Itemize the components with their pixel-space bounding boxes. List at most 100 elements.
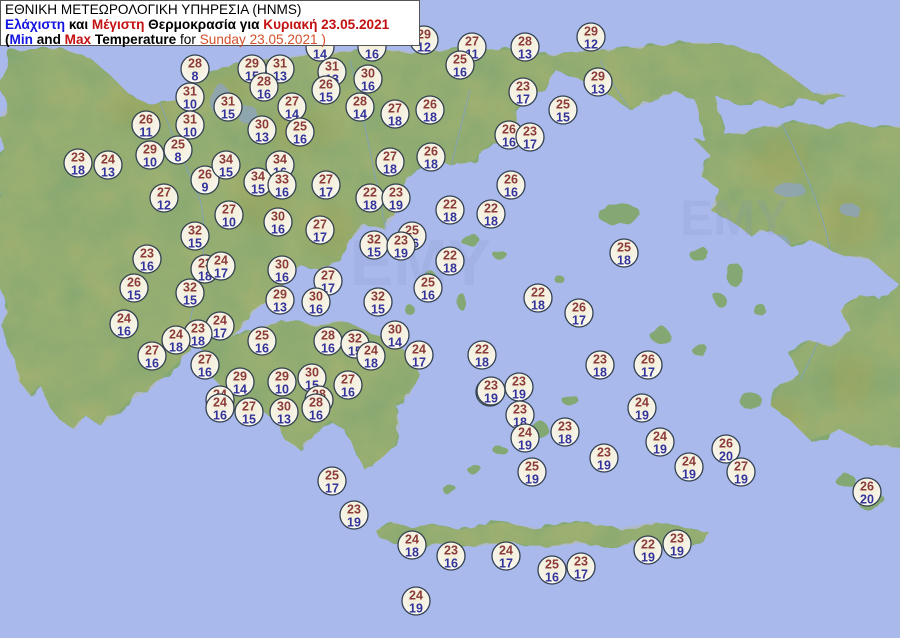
svg-text:25: 25 [421,276,435,290]
svg-text:17: 17 [572,314,586,328]
svg-text:13: 13 [591,83,605,97]
svg-text:10: 10 [143,156,157,170]
svg-text:13: 13 [255,131,269,145]
svg-text:15: 15 [219,166,233,180]
svg-text:16: 16 [275,271,289,285]
svg-text:30: 30 [309,290,323,304]
svg-text:18: 18 [363,199,377,213]
svg-text:25: 25 [171,138,185,152]
svg-text:18: 18 [475,356,489,370]
svg-text:24: 24 [213,314,227,328]
svg-text:19: 19 [597,459,611,473]
svg-text:29: 29 [245,57,259,71]
svg-text:25: 25 [293,120,307,134]
svg-text:31: 31 [221,95,235,109]
svg-text:19: 19 [682,468,696,482]
svg-text:18: 18 [531,299,545,313]
svg-text:17: 17 [574,568,588,582]
svg-text:19: 19 [394,247,408,261]
svg-text:24: 24 [214,254,228,268]
svg-text:16: 16 [453,66,467,80]
svg-text:8: 8 [175,151,182,165]
svg-text:24: 24 [682,455,696,469]
svg-text:30: 30 [271,210,285,224]
svg-text:12: 12 [584,38,598,52]
svg-text:25: 25 [255,329,269,343]
svg-text:18: 18 [443,262,457,276]
svg-text:27: 27 [242,400,256,414]
svg-text:9: 9 [202,181,209,195]
svg-text:16: 16 [140,260,154,274]
svg-text:10: 10 [183,98,197,112]
svg-text:23: 23 [71,151,85,165]
svg-text:28: 28 [353,95,367,109]
svg-text:27: 27 [388,102,402,116]
svg-text:26: 26 [504,173,518,187]
svg-text:25: 25 [453,53,467,67]
svg-text:22: 22 [484,202,498,216]
svg-text:17: 17 [213,327,227,341]
svg-text:17: 17 [214,267,228,281]
svg-text:24: 24 [412,343,426,357]
svg-text:19: 19 [512,388,526,402]
svg-text:15: 15 [221,108,235,122]
svg-text:19: 19 [641,551,655,565]
svg-text:22: 22 [443,249,457,263]
svg-text:31: 31 [325,60,339,74]
svg-text:19: 19 [670,545,684,559]
svg-text:15: 15 [127,289,141,303]
svg-text:19: 19 [484,392,498,406]
svg-text:29: 29 [591,70,605,84]
svg-text:25: 25 [325,469,339,483]
svg-text:14: 14 [353,108,367,122]
svg-text:16: 16 [365,48,379,62]
svg-text:18: 18 [617,254,631,268]
svg-text:27: 27 [465,35,479,49]
svg-text:16: 16 [361,80,375,94]
svg-text:13: 13 [101,166,115,180]
svg-text:23: 23 [670,532,684,546]
svg-text:32: 32 [367,233,381,247]
svg-text:23: 23 [597,446,611,460]
svg-text:26: 26 [319,78,333,92]
svg-text:25: 25 [556,98,570,112]
svg-text:18: 18 [484,215,498,229]
svg-text:17: 17 [499,557,513,571]
svg-text:23: 23 [389,186,403,200]
svg-text:16: 16 [444,557,458,571]
svg-text:24: 24 [169,328,183,342]
svg-text:8: 8 [192,70,199,84]
svg-text:22: 22 [443,198,457,212]
svg-text:23: 23 [512,375,526,389]
svg-text:18: 18 [383,163,397,177]
svg-text:17: 17 [641,366,655,380]
svg-text:26: 26 [423,98,437,112]
svg-text:15: 15 [556,111,570,125]
svg-text:26: 26 [719,437,733,451]
svg-text:18: 18 [169,341,183,355]
svg-text:32: 32 [183,281,197,295]
svg-text:27: 27 [157,186,171,200]
svg-text:23: 23 [558,420,572,434]
svg-text:16: 16 [145,357,159,371]
svg-text:18: 18 [388,115,402,129]
svg-text:11: 11 [139,126,152,140]
svg-text:29: 29 [275,370,289,384]
svg-text:15: 15 [183,294,197,308]
svg-text:34: 34 [273,153,287,167]
svg-text:16: 16 [502,136,516,150]
svg-text:26: 26 [127,276,141,290]
svg-text:23: 23 [593,353,607,367]
svg-text:24: 24 [364,344,378,358]
svg-text:23: 23 [444,544,458,558]
svg-text:28: 28 [321,329,335,343]
svg-text:26: 26 [641,353,655,367]
svg-text:16: 16 [309,303,323,317]
svg-text:13: 13 [518,48,532,62]
svg-text:16: 16 [545,571,559,585]
svg-text:16: 16 [213,409,227,423]
svg-text:16: 16 [421,289,435,303]
svg-text:13: 13 [273,301,287,315]
svg-text:32: 32 [188,224,202,238]
svg-text:17: 17 [319,186,333,200]
